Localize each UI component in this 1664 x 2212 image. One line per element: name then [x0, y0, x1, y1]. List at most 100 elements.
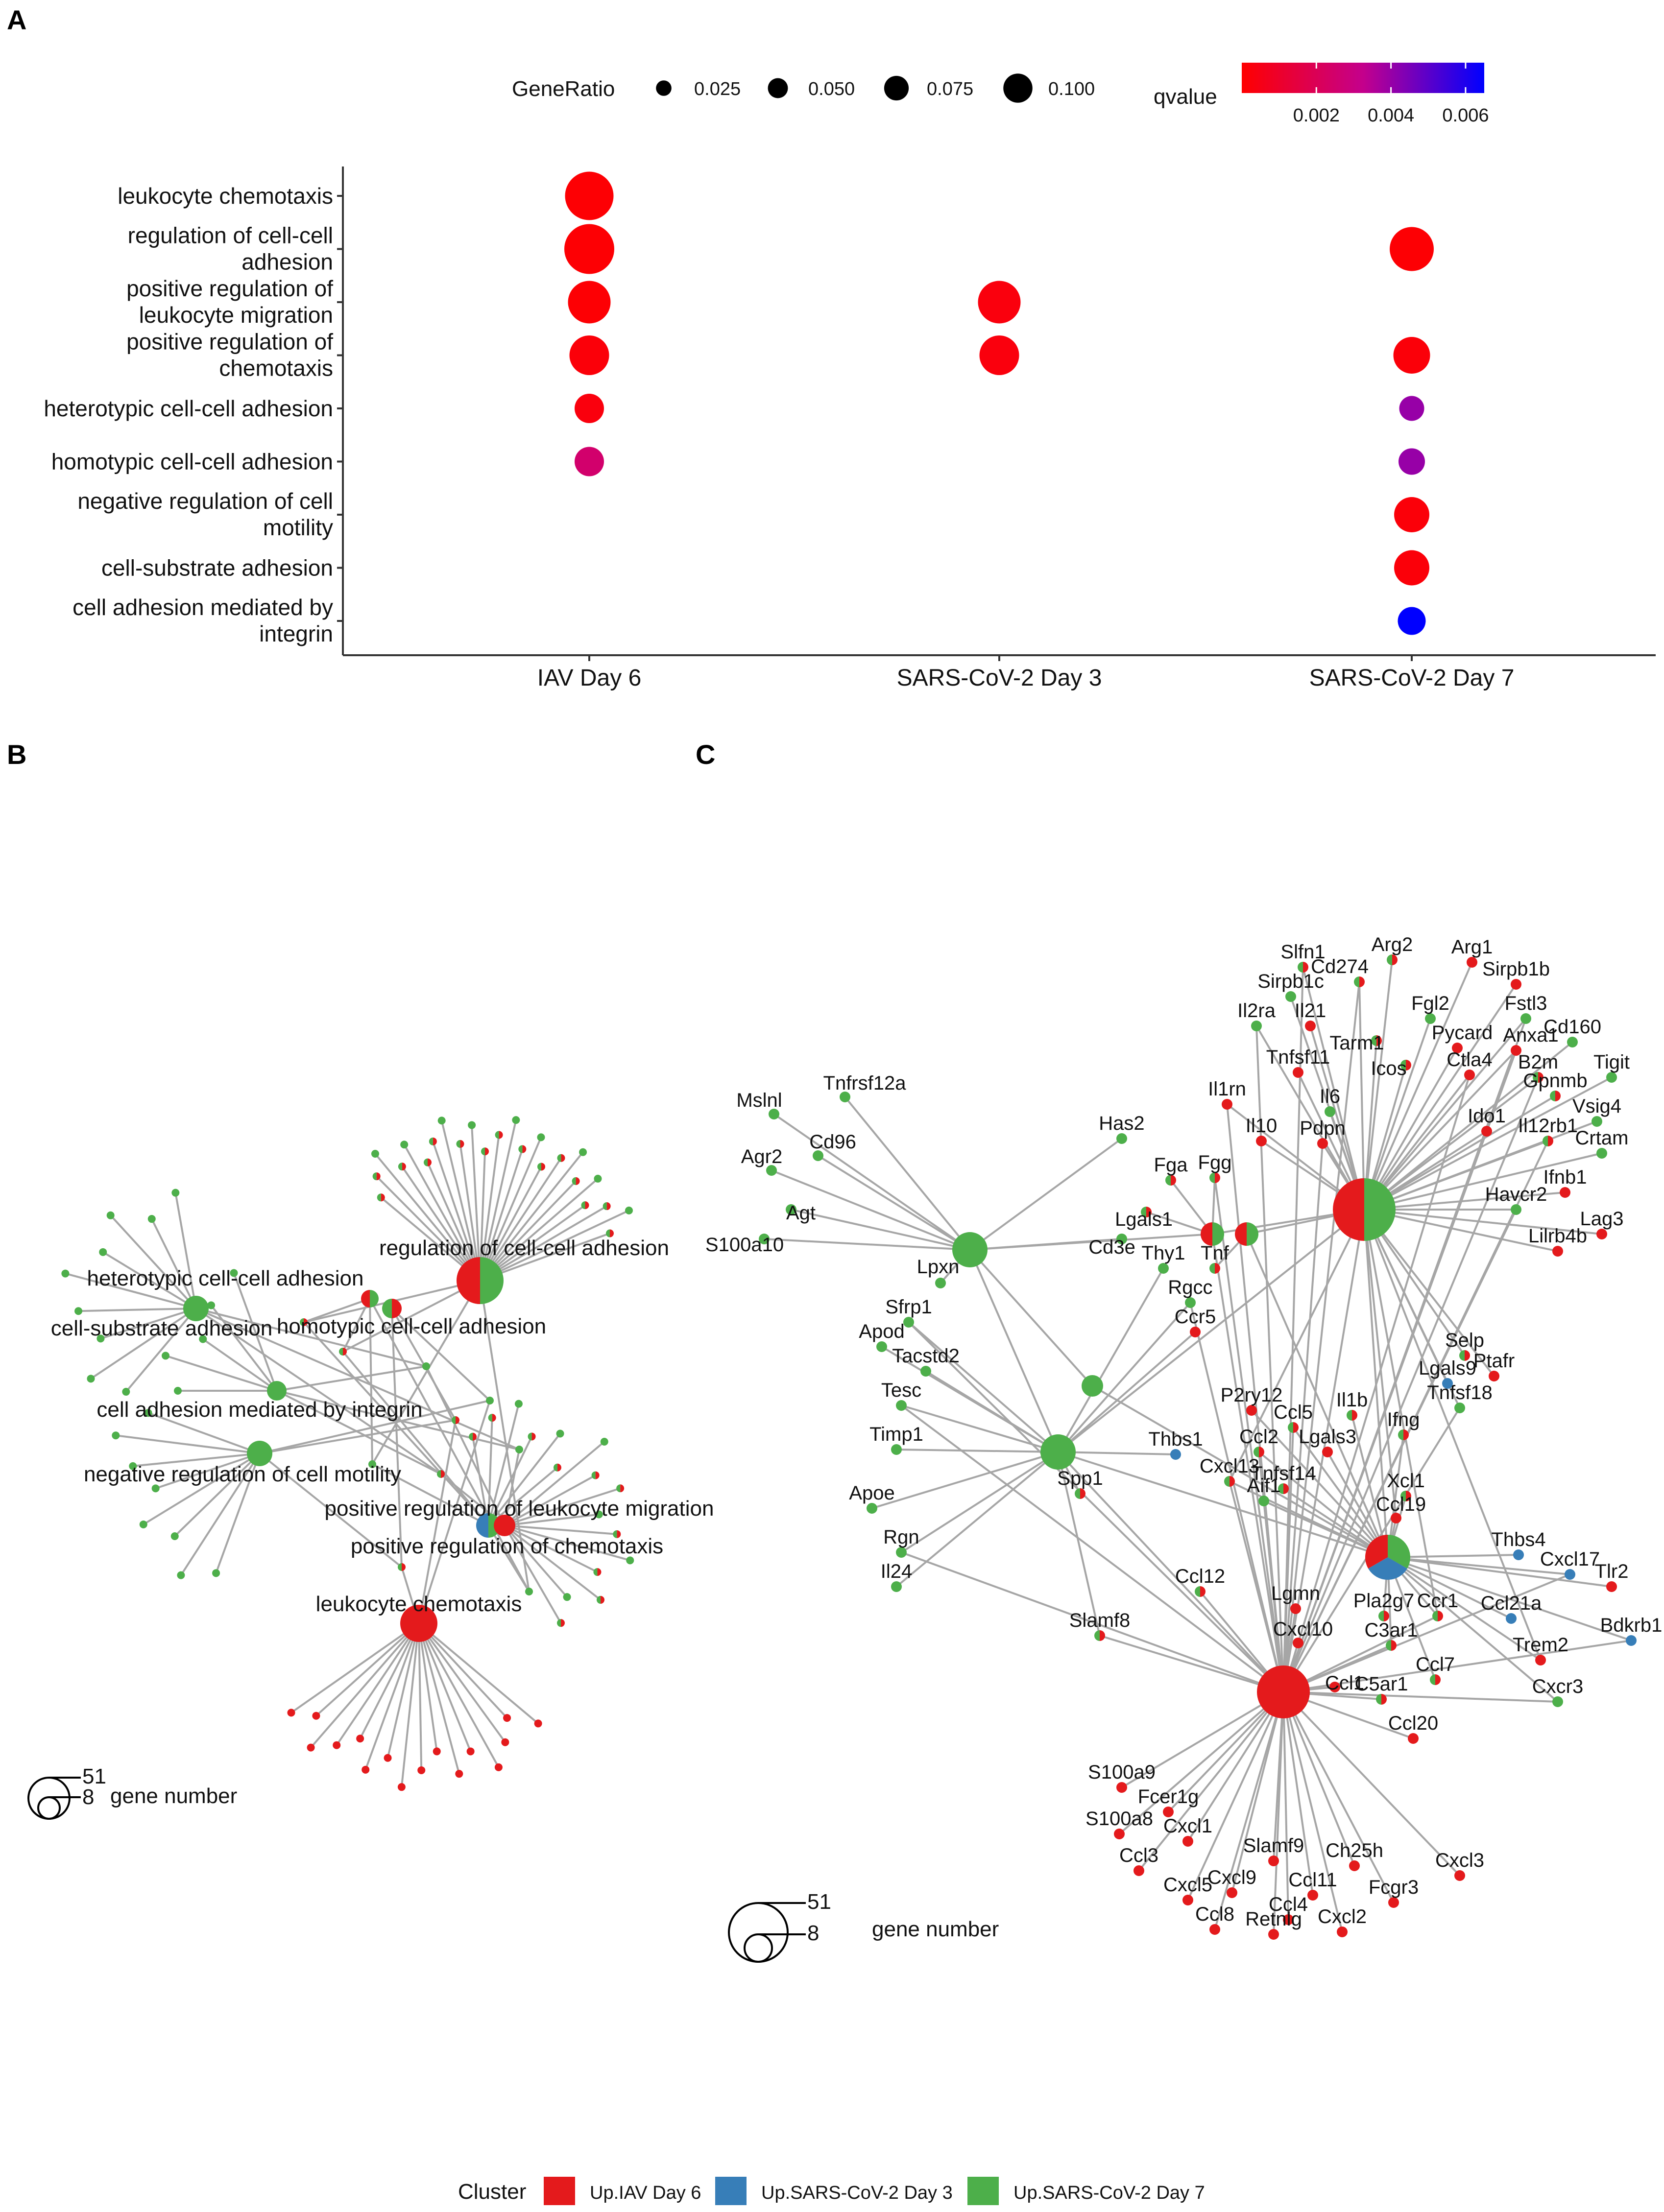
gene-node [333, 1741, 341, 1749]
gene-node [1432, 1611, 1438, 1621]
gene-node [427, 1158, 432, 1166]
qvalue-tick-label: 0.004 [1368, 105, 1414, 126]
term-label: leukocyte chemotaxis [316, 1592, 522, 1616]
gene-node [625, 1206, 633, 1214]
gene-node [1520, 1013, 1531, 1024]
qvalue-tick-label: 0.006 [1442, 105, 1489, 126]
gene-node [1354, 976, 1359, 987]
gene-node [499, 1131, 503, 1139]
legend-c-value-large: 51 [807, 1890, 831, 1914]
gene-node [534, 1719, 542, 1728]
gene-node [876, 1341, 887, 1352]
edge [504, 1474, 596, 1526]
gene-node [456, 1416, 459, 1424]
edge [336, 1622, 420, 1746]
gene-label: Tnfrsf12a [823, 1072, 907, 1094]
edge [1387, 1556, 1612, 1588]
term-node [494, 1515, 515, 1536]
dot [565, 171, 614, 220]
term-node [476, 1513, 488, 1538]
gene-node [495, 1131, 499, 1139]
gene-node [541, 1163, 546, 1171]
gene-label: Tnfsf14 [1251, 1463, 1316, 1484]
hub-node [1388, 1535, 1410, 1569]
term-node [392, 1299, 402, 1318]
gene-label: S100a10 [705, 1234, 784, 1256]
generatio-legend-dot [768, 78, 788, 98]
edge [969, 1249, 1093, 1387]
gene-label: Lgals3 [1299, 1426, 1356, 1448]
gene-label: Cxcl3 [1435, 1850, 1484, 1871]
cluster-label-iav: Up.IAV Day 6 [590, 2183, 701, 2203]
gene-label: Il2ra [1237, 1000, 1276, 1022]
gene-node [74, 1307, 83, 1315]
gene-node [1190, 1327, 1201, 1337]
gene-node [207, 1301, 216, 1309]
dot [978, 281, 1021, 324]
gene-label: Trem2 [1513, 1634, 1568, 1656]
gene-node [769, 1109, 779, 1119]
edge [418, 1622, 539, 1724]
term-node [247, 1441, 272, 1466]
edge [1292, 1427, 1389, 1558]
gene-label: Xcl1 [1387, 1470, 1425, 1492]
gene-node [515, 1446, 523, 1453]
edge [1258, 1451, 1389, 1558]
edge [125, 1308, 197, 1393]
gene-node [867, 1503, 877, 1514]
gene-node [1224, 1476, 1230, 1487]
gene-node [1538, 1072, 1543, 1083]
hub-node [1082, 1375, 1103, 1397]
gene-node [553, 1463, 557, 1472]
gene-label: Sirpb1b [1482, 958, 1550, 980]
edge [391, 1308, 491, 1402]
gene-node [561, 1619, 565, 1627]
gene-node [605, 1229, 610, 1237]
edge [1282, 1691, 1355, 1866]
edge [195, 1308, 520, 1451]
edge [1246, 1234, 1389, 1558]
gene-node [514, 1400, 523, 1408]
gene-node [402, 1163, 406, 1171]
edge [1251, 1409, 1389, 1558]
gene-node [1146, 1207, 1152, 1217]
gene-node [616, 1484, 621, 1493]
gene-node [481, 1147, 485, 1156]
edge [1387, 1556, 1632, 1641]
x-tick-label: SARS-CoV-2 Day 3 [897, 665, 1102, 691]
gene-node [606, 1202, 611, 1211]
gene-node [525, 1588, 533, 1595]
edge [901, 1404, 1059, 1453]
gene-node [1200, 1586, 1206, 1597]
edge [1282, 1691, 1395, 1903]
edge [1214, 1691, 1284, 1930]
gene-node [1349, 1860, 1360, 1871]
gene-label: Ccr1 [1417, 1590, 1458, 1612]
gene-node [1171, 1175, 1176, 1186]
edge [147, 1412, 260, 1454]
gene-node [452, 1416, 456, 1424]
gene-node [300, 1318, 304, 1326]
edge [479, 1135, 500, 1281]
edge [1363, 983, 1517, 1211]
y-tick-label: cell-substrate adhesion [101, 555, 333, 581]
gene-label: Cxcr3 [1532, 1676, 1583, 1697]
edge [1358, 981, 1365, 1210]
legend-c-title: gene number [872, 1917, 999, 1941]
gene-node [473, 1432, 477, 1441]
gene-node [287, 1709, 295, 1717]
edge [487, 1418, 493, 1526]
cluster-swatch-sars3 [715, 2177, 747, 2205]
panel-c-label: C [696, 739, 715, 770]
gene-node [557, 1154, 561, 1162]
gene-node [492, 1414, 496, 1422]
gene-label: Cxcl17 [1540, 1548, 1600, 1570]
dot [1390, 227, 1434, 271]
edge [195, 1308, 427, 1367]
gene-node [813, 1150, 823, 1161]
gene-node [1283, 1483, 1289, 1494]
gene-label: Arg1 [1451, 936, 1493, 958]
gene-label: Il10 [1246, 1115, 1278, 1137]
edge [487, 1524, 530, 1593]
gene-label: Ccl4 [1269, 1894, 1308, 1915]
